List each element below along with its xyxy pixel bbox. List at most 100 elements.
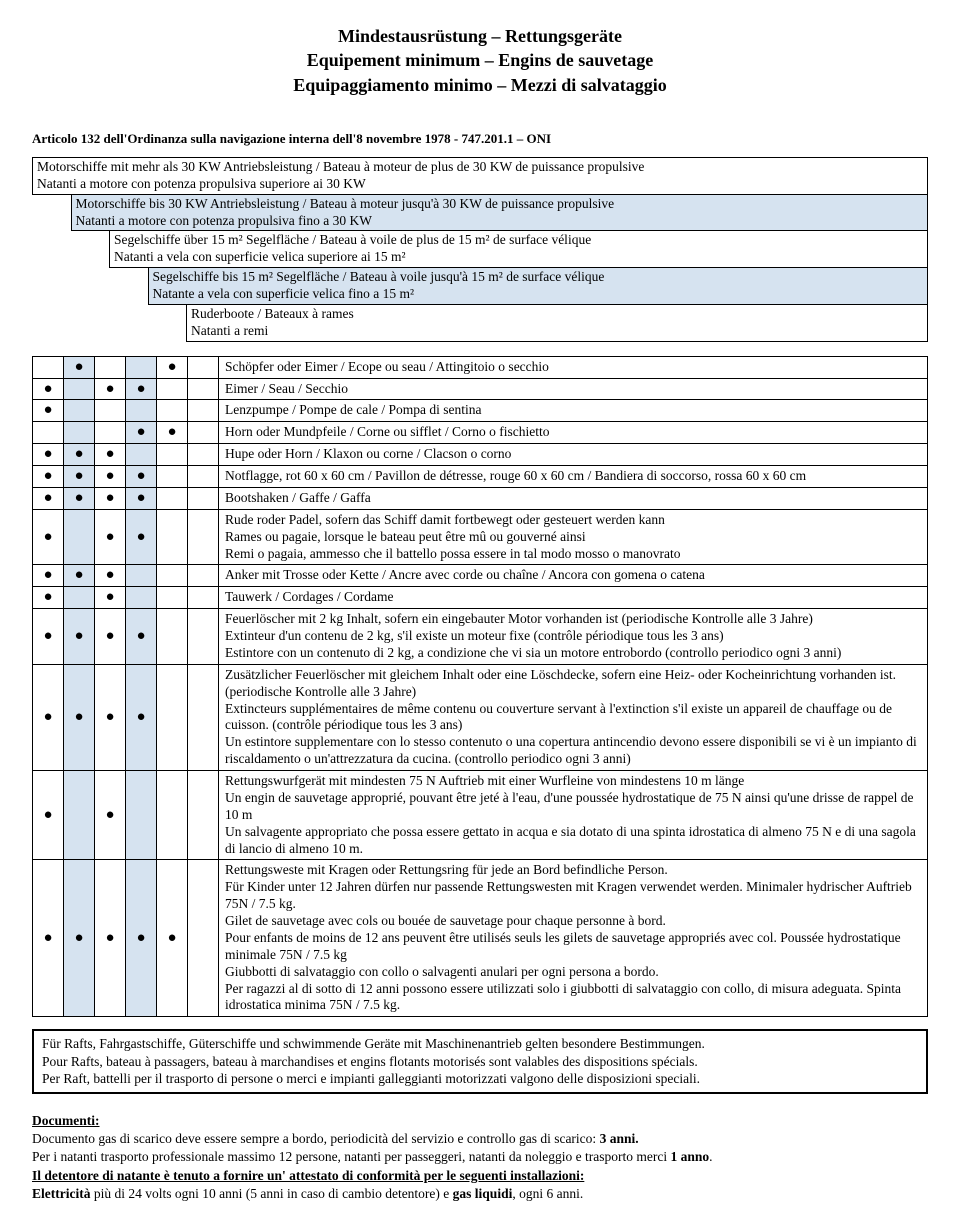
dot-cell: ●: [95, 466, 126, 488]
cat-r0b: Natanti a motore con potenza propulsiva …: [37, 176, 366, 191]
cat-r1b: Natanti a motore con potenza propulsiva …: [76, 213, 373, 228]
dot-cell: ●: [95, 664, 126, 770]
title-fr: Equipement minimum – Engins de sauvetage: [32, 48, 928, 72]
gap-cell: [188, 356, 219, 378]
cat-r0a: Motorschiffe mit mehr als 30 KW Antriebs…: [37, 159, 644, 174]
dot-cell: [64, 422, 95, 444]
dot-cell: [126, 587, 157, 609]
equipment-description: Tauwerk / Cordages / Cordame: [219, 587, 928, 609]
gap-cell: [188, 487, 219, 509]
dot-cell: [95, 422, 126, 444]
dot-cell: ●: [126, 609, 157, 665]
dot-cell: [126, 400, 157, 422]
table-row: ●●●●Feuerlöscher mit 2 kg Inhalt, sofern…: [33, 609, 928, 665]
equipment-description: Feuerlöscher mit 2 kg Inhalt, sofern ein…: [219, 609, 928, 665]
dot-cell: [157, 509, 188, 565]
docu-heading: Documenti:: [32, 1113, 100, 1128]
dot-cell: ●: [33, 664, 64, 770]
dot-cell: [157, 609, 188, 665]
dot-cell: ●: [95, 771, 126, 860]
dot-cell: ●: [95, 609, 126, 665]
table-row: ●●●●Bootshaken / Gaffe / Gaffa: [33, 487, 928, 509]
dot-cell: [157, 565, 188, 587]
dot-cell: [157, 444, 188, 466]
table-row: ●●●●Notflagge, rot 60 x 60 cm / Pavillon…: [33, 466, 928, 488]
note-it: Per Raft, battelli per il trasporto di p…: [42, 1070, 918, 1088]
dot-cell: ●: [33, 565, 64, 587]
table-row: ●●Rettungswurfgerät mit mindesten 75 N A…: [33, 771, 928, 860]
cat-r3b: Natante a vela con superficie velica fin…: [153, 286, 415, 301]
dot-cell: [157, 487, 188, 509]
table-row: ●●●Eimer / Seau / Secchio: [33, 378, 928, 400]
gap-cell: [188, 444, 219, 466]
dot-cell: [64, 509, 95, 565]
dot-cell: ●: [33, 487, 64, 509]
special-provisions-box: Für Rafts, Fahrgastschiffe, Güterschiffe…: [32, 1029, 928, 1094]
dot-cell: [126, 444, 157, 466]
dot-cell: ●: [126, 422, 157, 444]
equipment-description: Schöpfer oder Eimer / Ecope ou seau / At…: [219, 356, 928, 378]
cat-r3a: Segelschiffe bis 15 m² Segelfläche / Bat…: [153, 269, 605, 284]
dot-cell: [64, 587, 95, 609]
dot-cell: ●: [95, 565, 126, 587]
gap-cell: [188, 664, 219, 770]
dot-cell: ●: [33, 466, 64, 488]
dot-cell: [95, 356, 126, 378]
table-row: ●●●●Zusätzlicher Feuerlöscher mit gleich…: [33, 664, 928, 770]
dot-cell: ●: [126, 860, 157, 1017]
dot-cell: ●: [33, 378, 64, 400]
docu-l3: Il detentore di natante è tenuto a forni…: [32, 1168, 584, 1183]
dot-cell: ●: [126, 509, 157, 565]
dot-cell: ●: [64, 466, 95, 488]
equipment-description: Anker mit Trosse oder Kette / Ancre avec…: [219, 565, 928, 587]
dot-cell: [95, 400, 126, 422]
title-de: Mindestausrüstung – Rettungsgeräte: [32, 24, 928, 48]
equipment-description: Eimer / Seau / Secchio: [219, 378, 928, 400]
dot-cell: ●: [95, 487, 126, 509]
dot-cell: [157, 378, 188, 400]
docu-l4b: più di 24 volts ogni 10 anni (5 anni in …: [90, 1186, 452, 1201]
cat-r2a: Segelschiffe über 15 m² Segelfläche / Ba…: [114, 232, 591, 247]
gap-cell: [188, 400, 219, 422]
gap-cell: [188, 422, 219, 444]
equipment-table: ●●Schöpfer oder Eimer / Ecope ou seau / …: [32, 356, 928, 1018]
table-row: ●●●Hupe oder Horn / Klaxon ou corne / Cl…: [33, 444, 928, 466]
article-ref: Articolo 132 dell'Ordinanza sulla naviga…: [32, 131, 928, 147]
dot-cell: ●: [95, 378, 126, 400]
table-row: ●●●●●Rettungsweste mit Kragen oder Rettu…: [33, 860, 928, 1017]
gap-cell: [188, 771, 219, 860]
equipment-description: Rude roder Padel, sofern das Schiff dami…: [219, 509, 928, 565]
dot-cell: ●: [64, 356, 95, 378]
dot-cell: ●: [64, 609, 95, 665]
equipment-description: Rettungswurfgerät mit mindesten 75 N Auf…: [219, 771, 928, 860]
equipment-description: Lenzpumpe / Pompe de cale / Pompa di sen…: [219, 400, 928, 422]
dot-cell: [157, 400, 188, 422]
dot-cell: [157, 587, 188, 609]
dot-cell: [157, 664, 188, 770]
note-de: Für Rafts, Fahrgastschiffe, Güterschiffe…: [42, 1035, 918, 1053]
dot-cell: ●: [157, 860, 188, 1017]
dot-cell: ●: [64, 565, 95, 587]
equipment-description: Rettungsweste mit Kragen oder Rettungsri…: [219, 860, 928, 1017]
dot-cell: ●: [126, 664, 157, 770]
gap-cell: [188, 565, 219, 587]
table-row: ●●●Anker mit Trosse oder Kette / Ancre a…: [33, 565, 928, 587]
dot-cell: ●: [126, 378, 157, 400]
dot-cell: [157, 466, 188, 488]
docu-l4a: Elettricità: [32, 1186, 90, 1201]
dot-cell: [33, 356, 64, 378]
dot-cell: ●: [64, 860, 95, 1017]
dot-cell: ●: [157, 422, 188, 444]
docu-l2b: 1 anno: [670, 1149, 709, 1164]
cat-r4b: Natanti a remi: [191, 323, 268, 338]
dot-cell: ●: [95, 587, 126, 609]
gap-cell: [188, 609, 219, 665]
note-fr: Pour Rafts, bateau à passagers, bateau à…: [42, 1053, 918, 1071]
page-title: Mindestausrüstung – Rettungsgeräte Equip…: [32, 24, 928, 97]
table-row: ●●●Rude roder Padel, sofern das Schiff d…: [33, 509, 928, 565]
dot-cell: [157, 771, 188, 860]
dot-cell: ●: [95, 444, 126, 466]
docu-l1a: Documento gas di scarico deve essere sem…: [32, 1131, 600, 1146]
equipment-description: Zusätzlicher Feuerlöscher mit gleichem I…: [219, 664, 928, 770]
dot-cell: ●: [33, 609, 64, 665]
